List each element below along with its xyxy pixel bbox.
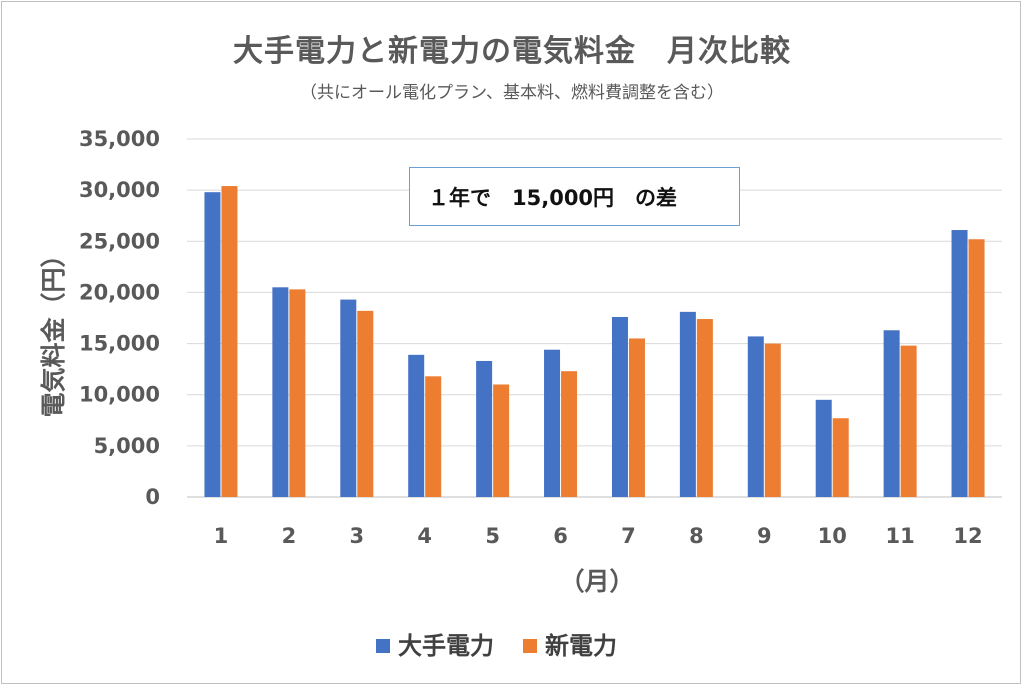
bar-major-utility xyxy=(204,192,221,497)
bar-major-utility xyxy=(747,336,764,497)
x-tick-labels: 1 2 3 4 5 6 7 8 9 10 11 12 xyxy=(214,524,983,548)
legend-swatch xyxy=(523,639,537,653)
bar-major-utility xyxy=(408,354,425,497)
bar-new-utility xyxy=(425,376,442,497)
bar-major-utility xyxy=(544,349,561,497)
chart-title: 大手電力と新電力の電気料金 月次比較 xyxy=(233,34,791,69)
bar-major-utility xyxy=(272,287,289,497)
x-tick-label: 10 xyxy=(818,524,847,548)
bar-major-utility xyxy=(679,311,696,497)
x-tick-label: 11 xyxy=(886,524,915,548)
bar-major-utility xyxy=(611,316,628,497)
bar-new-utility xyxy=(832,418,849,497)
y-tick-label: 15,000 xyxy=(79,332,160,356)
x-tick-label: 9 xyxy=(757,524,772,548)
x-tick-label: 3 xyxy=(349,524,364,548)
legend: 大手電力 新電力 xyxy=(376,632,617,660)
x-tick-label: 12 xyxy=(953,524,982,548)
annotation-box: １年で 15,000円 の差 xyxy=(409,167,740,226)
y-tick-label: 10,000 xyxy=(79,383,160,407)
bar-new-utility xyxy=(764,343,781,497)
x-tick-label: 5 xyxy=(485,524,500,548)
bar-new-utility xyxy=(493,384,510,497)
x-tick-label: 6 xyxy=(553,524,568,548)
y-axis-title: 電気料金（円） xyxy=(39,242,68,417)
bar-new-utility xyxy=(968,239,985,498)
chart-subtitle: （共にオール電化プラン、基本料、燃料費調整を含む） xyxy=(300,83,724,103)
y-tick-label: 25,000 xyxy=(79,229,160,253)
legend-label: 大手電力 xyxy=(398,632,494,660)
y-tick-label: 5,000 xyxy=(94,434,160,458)
legend-label: 新電力 xyxy=(545,632,617,660)
y-tick-label: 35,000 xyxy=(79,127,160,151)
bar-new-utility xyxy=(221,186,238,497)
gridlines xyxy=(187,138,1002,498)
x-tick-label: 1 xyxy=(214,524,229,548)
y-tick-label: 0 xyxy=(145,485,160,509)
bar-new-utility xyxy=(561,371,578,497)
bar-major-utility xyxy=(815,399,832,497)
bar-major-utility xyxy=(883,330,900,497)
x-tick-label: 4 xyxy=(417,524,432,548)
bar-new-utility xyxy=(289,289,306,497)
x-tick-label: 2 xyxy=(282,524,297,548)
x-tick-label: 7 xyxy=(621,524,636,548)
y-tick-label: 30,000 xyxy=(79,178,160,202)
bar-new-utility xyxy=(900,345,917,497)
x-tick-label: 8 xyxy=(689,524,704,548)
x-axis-title: （月） xyxy=(559,567,634,596)
y-tick-labels: 0 5,000 10,000 15,000 20,000 25,000 30,000 35,0… xyxy=(79,127,160,509)
bar-major-utility xyxy=(476,360,493,497)
y-tick-label: 20,000 xyxy=(79,280,160,304)
bar-major-utility xyxy=(951,230,968,497)
bar-new-utility xyxy=(628,338,645,497)
bar-major-utility xyxy=(340,299,357,497)
bars xyxy=(204,186,985,498)
legend-swatch xyxy=(376,639,390,653)
bar-new-utility xyxy=(696,319,713,497)
bar-new-utility xyxy=(357,310,374,497)
